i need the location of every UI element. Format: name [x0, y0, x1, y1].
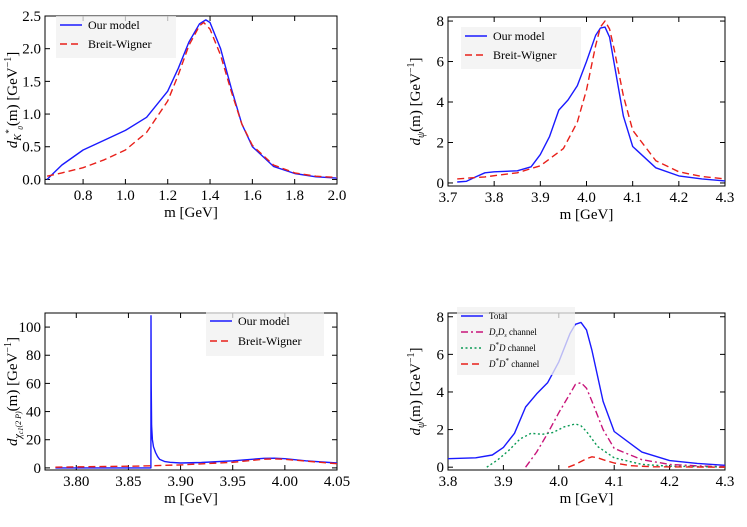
x-tick-label: 3.7	[439, 190, 458, 206]
legend-box	[56, 16, 176, 58]
legend-label: Breit-Wigner	[493, 48, 557, 62]
y-tick-label: 0	[437, 176, 445, 192]
x-tick-label: 3.9	[531, 190, 550, 206]
x-tick-label: 4.3	[716, 190, 735, 206]
series-line-breit-wigner	[46, 21, 337, 179]
y-tick-label: 0	[437, 460, 445, 476]
y-tick-label: 1.0	[22, 107, 41, 123]
x-tick-label: 4.1	[605, 474, 624, 490]
x-tick-label: 3.8	[485, 190, 504, 206]
y-tick-label: 2	[437, 135, 445, 151]
y-tick-label: 4	[437, 385, 445, 401]
legend-label: Our model	[238, 314, 290, 328]
panel-chi-c1-spectral-density: 3.80 3.85 3.90 3.95 4.00 4.05 0 20 40 60 80 100 m [G…	[3, 312, 350, 507]
x-tick-label: 1.0	[116, 188, 135, 204]
series-line-d-sd-s-channel	[525, 381, 725, 468]
y-tick-label: 0	[34, 461, 42, 477]
x-tick-label: 1.4	[201, 188, 220, 204]
x-tick-label: 4.1	[623, 190, 642, 206]
series-line-our-model	[46, 19, 337, 180]
x-tick-label: 3.8	[439, 474, 458, 490]
x-tick-label: 0.8	[74, 188, 93, 204]
x-tick-label: 4.2	[669, 190, 688, 206]
x-tick-label: 3.85	[115, 474, 141, 490]
y-axis-label: dψ(m) [GeV−1]	[406, 347, 427, 435]
x-tick-label: 3.95	[220, 474, 246, 490]
panel-psi-channel-decomposition: 3.8 3.9 4.0 4.1 4.2 4.3 0 2 4 6 8 m [GeV] dψ(m) [GeV…	[406, 307, 734, 507]
legend-label: DsDs channel	[488, 327, 537, 339]
x-tick-label: 4.2	[660, 474, 679, 490]
x-tick-label: 3.9	[494, 474, 513, 490]
x-tick-label: 4.3	[716, 474, 735, 490]
x-tick-label: 4.0	[549, 474, 568, 490]
y-tick-label: 1.5	[22, 74, 41, 90]
y-tick-label: 20	[26, 433, 41, 449]
y-tick-label: 8	[437, 14, 445, 30]
y-tick-label: 2.5	[22, 9, 41, 25]
legend-label: Our model	[493, 29, 545, 43]
y-tick-label: 6	[437, 55, 445, 71]
y-tick-label: 0.5	[22, 140, 41, 156]
x-axis-label: m [GeV]	[560, 207, 614, 223]
x-axis-label: m [GeV]	[164, 205, 218, 221]
x-tick-label: 1.8	[285, 188, 304, 204]
y-tick-label: 2	[437, 423, 445, 439]
x-tick-label: 3.90	[167, 474, 193, 490]
y-tick-label: 2.0	[22, 42, 41, 58]
y-axis-label: dK*0(m) [GeV−1]	[3, 52, 25, 149]
y-tick-label: 60	[26, 376, 41, 392]
legend-box	[206, 312, 324, 356]
legend-box	[461, 27, 581, 69]
series-line-our-model	[457, 26, 725, 183]
y-tick-label: 80	[26, 348, 41, 364]
x-axis-label: m [GeV]	[164, 491, 218, 507]
x-tick-label: 2.0	[328, 188, 347, 204]
legend-label: Breit-Wigner	[88, 37, 152, 51]
series-line-d-d-channel	[486, 423, 725, 468]
legend-label: D*D channel	[488, 341, 536, 353]
y-axis-label: dψ(m) [GeV−1]	[406, 57, 427, 145]
y-tick-label: 40	[26, 405, 41, 421]
y-tick-label: 4	[437, 95, 445, 111]
panel-psi-spectral-density: 3.7 3.8 3.9 4.0 4.1 4.2 4.3 0 2 4 6 8 m [GeV] dψ(m) […	[406, 14, 734, 223]
x-tick-label: 4.0	[577, 190, 596, 206]
series-line-d-d-channel	[567, 456, 725, 468]
series-line-our-model	[55, 315, 337, 469]
y-tick-label: 6	[437, 347, 445, 363]
x-tick-label: 4.00	[272, 474, 298, 490]
series-line-breit-wigner	[457, 20, 725, 180]
legend-label: Our model	[88, 18, 140, 32]
series-line-breit-wigner	[55, 458, 337, 468]
y-tick-label: 0.0	[22, 172, 41, 188]
x-tick-label: 1.6	[243, 188, 262, 204]
y-tick-label: 100	[19, 320, 42, 336]
x-tick-label: 1.2	[158, 188, 177, 204]
legend-label: Breit-Wigner	[238, 334, 302, 348]
plot-frame	[44, 15, 338, 185]
x-axis-label: m [GeV]	[560, 491, 614, 507]
legend-label: Total	[489, 311, 508, 321]
panel-kaon-spectral-density: 0.8 1.0 1.2 1.4 1.6 1.8 2.0 0.0 0.5 1.0 1.5 2.0 2.5 m…	[3, 9, 346, 221]
y-tick-label: 8	[437, 310, 445, 326]
x-tick-label: 3.80	[63, 474, 89, 490]
legend-label: D*D* channel	[488, 357, 540, 369]
y-axis-label: dχc1(2 P)(m) [GeV−1]	[3, 337, 25, 446]
x-tick-label: 4.05	[324, 474, 350, 490]
plot-frame	[44, 312, 338, 471]
